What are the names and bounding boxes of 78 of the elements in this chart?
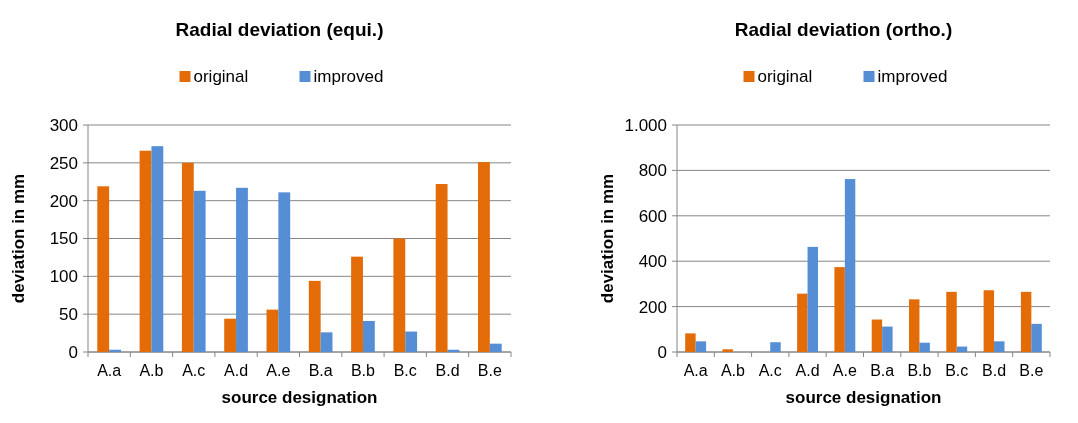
bar xyxy=(983,290,995,352)
y-tick-label: 0 xyxy=(68,342,78,362)
bar xyxy=(871,319,883,352)
bar xyxy=(882,326,893,352)
bar xyxy=(994,341,1005,352)
x-tick-label: A.c xyxy=(182,362,206,379)
x-tick-label: A.a xyxy=(97,362,122,379)
bar xyxy=(1031,323,1042,352)
y-tick-label: 200 xyxy=(49,191,78,211)
bar xyxy=(844,179,856,352)
y-tick-label: 200 xyxy=(638,297,667,317)
y-tick-label: 800 xyxy=(638,161,667,181)
bar xyxy=(1020,291,1032,352)
bar xyxy=(320,332,333,352)
bar xyxy=(181,162,194,352)
x-tick-label: A.e xyxy=(266,362,291,379)
y-axis-title: deviation in mm xyxy=(598,173,617,304)
bar xyxy=(435,184,448,352)
x-axis-title: source designation xyxy=(221,388,378,407)
bar xyxy=(405,331,418,352)
bar xyxy=(722,349,733,352)
bar xyxy=(362,320,375,352)
x-tick-label: B.b xyxy=(350,362,376,379)
x-tick-label: B.b xyxy=(907,362,932,379)
x-tick-label: A.a xyxy=(683,362,708,379)
bar xyxy=(351,256,363,352)
bar xyxy=(139,150,152,352)
bar xyxy=(236,187,248,352)
bar xyxy=(946,291,957,352)
bar xyxy=(278,192,291,352)
bar xyxy=(797,293,808,352)
y-tick-label: 600 xyxy=(638,206,667,226)
x-tick-label: B.a xyxy=(870,362,895,379)
bar xyxy=(834,267,845,352)
x-tick-label: A.b xyxy=(720,362,746,379)
bar xyxy=(266,309,279,352)
y-tick-label: 1.000 xyxy=(624,115,667,135)
y-tick-label: 100 xyxy=(49,267,78,287)
x-tick-label: B.c xyxy=(945,362,969,379)
bar xyxy=(685,333,696,352)
chart-title: Radial deviation (equi.) xyxy=(175,19,384,40)
bar xyxy=(807,246,818,352)
bar xyxy=(919,342,930,352)
y-axis-title: deviation in mm xyxy=(9,173,28,304)
y-tick-label: 50 xyxy=(59,305,78,325)
x-tick-label: A.b xyxy=(139,362,164,379)
x-tick-label: B.c xyxy=(393,362,417,379)
legend-label: improved xyxy=(313,67,384,86)
x-tick-label: B.d xyxy=(435,362,460,379)
y-tick-label: 0 xyxy=(657,342,667,362)
bar xyxy=(770,342,781,352)
legend-label: original xyxy=(757,67,813,86)
bar xyxy=(393,238,406,352)
x-tick-label: A.d xyxy=(224,362,249,379)
bar xyxy=(151,146,164,352)
x-tick-label: B.e xyxy=(477,362,502,379)
y-tick-label: 250 xyxy=(49,153,78,173)
x-tick-label: B.a xyxy=(308,362,333,379)
legend-label: improved xyxy=(877,67,948,86)
bar xyxy=(695,341,707,352)
x-tick-label: B.d xyxy=(982,362,1007,379)
x-tick-label: A.e xyxy=(832,362,857,379)
y-tick-label: 300 xyxy=(49,115,78,135)
bar xyxy=(224,318,237,352)
x-axis-title: source designation xyxy=(785,388,942,407)
chart-title: Radial deviation (ortho.) xyxy=(734,19,953,40)
x-tick-label: A.c xyxy=(758,362,782,379)
x-tick-label: A.d xyxy=(795,362,820,379)
x-tick-label: B.e xyxy=(1019,362,1044,379)
y-tick-label: 150 xyxy=(49,229,78,249)
bar xyxy=(478,162,490,352)
bar xyxy=(909,299,920,352)
bar xyxy=(193,190,206,352)
y-tick-label: 400 xyxy=(638,252,667,272)
bar xyxy=(97,186,110,352)
bar xyxy=(489,343,502,352)
legend-label: original xyxy=(193,67,249,86)
bar xyxy=(308,280,321,352)
